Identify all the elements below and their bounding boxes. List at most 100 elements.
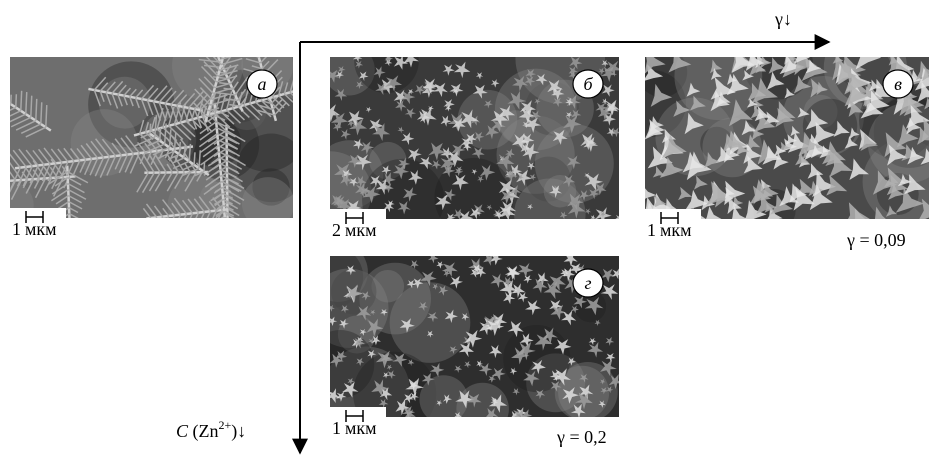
branch xyxy=(227,241,237,246)
branch xyxy=(57,244,71,253)
scale-value: 1 xyxy=(647,220,656,240)
branch xyxy=(56,262,71,272)
branch xyxy=(16,94,17,107)
branch xyxy=(256,29,272,46)
branch xyxy=(217,235,227,242)
branch xyxy=(225,223,241,231)
branch xyxy=(72,268,82,274)
branch xyxy=(21,91,22,111)
branch xyxy=(194,0,205,2)
branch xyxy=(70,238,90,249)
branch xyxy=(26,92,27,114)
branch xyxy=(150,124,151,134)
branch xyxy=(208,229,226,242)
y-axis-label: C (Zn2+)↓ xyxy=(176,418,246,442)
branch xyxy=(71,250,81,255)
branch xyxy=(221,28,229,36)
scale-unit: мкм xyxy=(345,220,377,240)
branch xyxy=(208,43,223,58)
scale-value: 1 xyxy=(12,219,21,239)
branch xyxy=(223,0,239,1)
branch xyxy=(0,173,4,181)
micrograph-panel: г 1мкм γ = 0,2 xyxy=(301,242,623,447)
branch xyxy=(178,10,199,12)
branch xyxy=(61,256,71,263)
branch xyxy=(218,47,225,57)
branch xyxy=(0,98,1,102)
scale-value: 2 xyxy=(332,220,341,240)
branch xyxy=(178,5,195,7)
branch xyxy=(254,31,263,40)
branch xyxy=(228,5,235,12)
branch xyxy=(242,36,254,39)
y-label-close: )↓ xyxy=(231,421,246,442)
branch xyxy=(41,102,42,124)
scale-unit: мкм xyxy=(345,418,377,438)
branch xyxy=(0,181,10,201)
branch xyxy=(212,251,228,261)
branch xyxy=(72,274,81,279)
branch xyxy=(46,105,47,127)
branch xyxy=(70,226,90,237)
branch xyxy=(224,50,236,53)
branch xyxy=(218,241,227,248)
branch xyxy=(160,128,161,141)
branch xyxy=(192,38,211,40)
micrograph xyxy=(0,0,318,287)
panel-label: г xyxy=(584,273,591,293)
branch xyxy=(218,257,228,263)
branch xyxy=(216,44,224,53)
branch xyxy=(209,233,227,244)
y-label-charge: 2+ xyxy=(219,418,232,432)
y-label-symbol: C xyxy=(176,421,189,441)
branch xyxy=(211,25,222,41)
branch xyxy=(228,227,244,236)
branch xyxy=(206,55,218,56)
branch xyxy=(229,33,240,36)
branch xyxy=(195,28,206,29)
branch xyxy=(302,89,318,104)
branch xyxy=(194,152,195,164)
branch xyxy=(209,239,228,251)
branch xyxy=(150,217,157,232)
x-axis-label: γ↓ xyxy=(774,9,792,29)
micrograph xyxy=(619,26,937,231)
branch xyxy=(230,24,252,30)
branch xyxy=(214,263,228,272)
branch xyxy=(212,227,227,237)
branch xyxy=(198,0,210,13)
branch xyxy=(185,22,203,24)
branch xyxy=(228,269,243,278)
branch xyxy=(2,104,11,108)
branch xyxy=(212,33,225,47)
branch xyxy=(228,221,248,233)
branch xyxy=(203,50,215,51)
branch xyxy=(228,233,247,244)
scale-value: 1 xyxy=(332,418,341,438)
branch xyxy=(248,54,259,57)
branch xyxy=(216,8,232,24)
scale-unit: мкм xyxy=(25,219,57,239)
branch xyxy=(184,145,185,158)
branch xyxy=(213,269,228,278)
branch xyxy=(217,217,225,223)
branch xyxy=(208,221,228,233)
branch xyxy=(70,220,88,230)
micrograph-panel: а1мкм xyxy=(0,0,318,287)
branch xyxy=(228,239,247,250)
branch xyxy=(235,29,252,34)
branch xyxy=(0,101,6,107)
branch xyxy=(217,245,227,251)
scale-unit: мкм xyxy=(660,220,692,240)
branch xyxy=(70,232,80,237)
branch xyxy=(6,88,7,101)
branch xyxy=(71,256,82,262)
branch xyxy=(71,244,85,252)
branch xyxy=(228,245,238,251)
branch xyxy=(60,232,70,238)
branch xyxy=(226,235,237,240)
branch xyxy=(216,41,223,51)
figure: γ↓ C (Zn2+)↓ а1мкмб2мкмв1мкмγ = 0,09г1мк… xyxy=(0,0,937,455)
panel-caption: γ = 0,2 xyxy=(556,427,607,447)
branch xyxy=(296,79,299,91)
